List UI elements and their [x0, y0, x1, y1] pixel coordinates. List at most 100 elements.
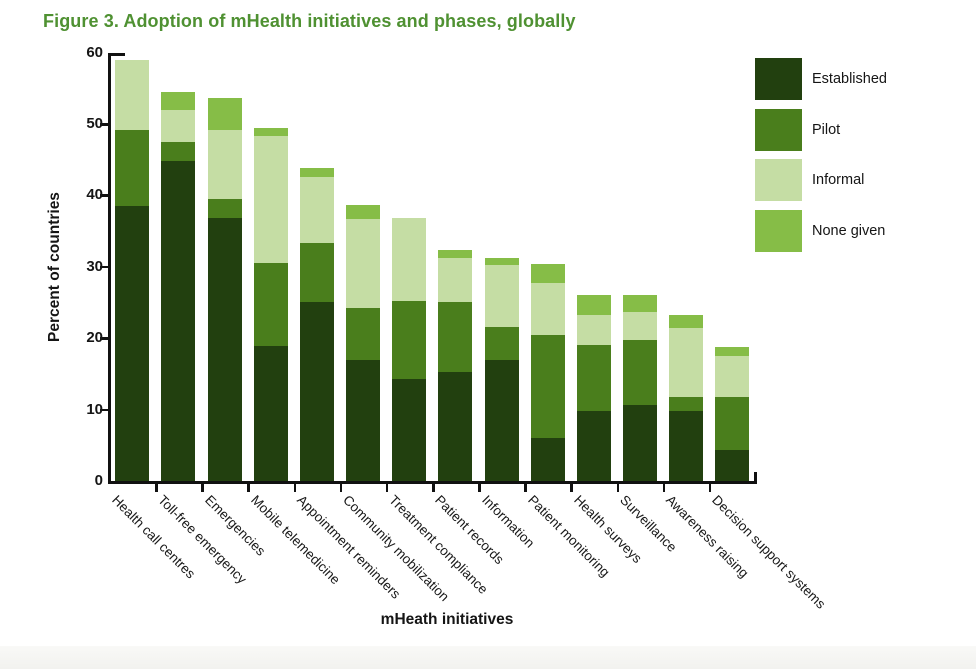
y-tick	[100, 408, 108, 412]
bar-segment-informal-patient-records	[438, 258, 473, 302]
x-tick	[247, 484, 250, 492]
x-tick	[524, 484, 527, 492]
category-label-patient-monitoring: Patient monitoring	[524, 492, 613, 580]
bar-segment-established-patient-monitoring	[530, 438, 565, 481]
x-tick	[385, 484, 389, 492]
y-tick-label: 50	[86, 115, 103, 132]
bar-segment-established-treatment-compliance	[392, 378, 427, 481]
bar-segment-none-given-appointment-reminders	[299, 168, 334, 177]
bar-segment-pilot-toll-free-emergency	[161, 141, 196, 162]
bar-segment-established-health-call-centres	[115, 206, 150, 481]
bar-segment-informal-treatment-compliance	[392, 218, 427, 302]
bar-segment-pilot-treatment-compliance	[392, 301, 427, 379]
bar-segment-none-given-patient-records	[438, 249, 473, 259]
bar-segment-pilot-emergencies	[207, 198, 242, 219]
x-tick	[708, 484, 712, 492]
bar-segment-informal-awareness-raising	[669, 328, 704, 397]
x-tick	[432, 484, 435, 492]
y-tick	[100, 123, 108, 126]
bar-segment-established-information	[484, 359, 519, 481]
bar-segment-informal-surveillance	[622, 311, 657, 340]
legend-swatch-none-given	[755, 210, 802, 253]
bar-segment-pilot-community-mobilization	[346, 308, 381, 360]
bar-segment-none-given-health-surveys	[576, 295, 611, 315]
x-tick	[155, 484, 158, 492]
bar-segment-established-surveillance	[622, 404, 657, 481]
bar-segment-pilot-surveillance	[622, 339, 657, 405]
legend-label-established: Established	[812, 71, 887, 87]
bar-segment-established-appointment-reminders	[299, 301, 334, 481]
legend-label-none-given: None given	[812, 223, 886, 240]
bar-segment-established-awareness-raising	[669, 411, 704, 481]
y-tick	[100, 194, 108, 197]
x-tick	[201, 484, 204, 492]
bar-segment-established-toll-free-emergency	[161, 161, 196, 481]
bar-segment-none-given-community-mobilization	[346, 204, 381, 219]
bar-segment-none-given-patient-monitoring	[530, 263, 565, 284]
x-tick	[570, 484, 573, 492]
legend-swatch-established	[755, 58, 802, 100]
bar-segment-established-health-surveys	[576, 411, 611, 481]
x-axis-line	[108, 481, 757, 484]
bar-segment-none-given-toll-free-emergency	[161, 91, 196, 110]
y-axis-title: Percent of countries	[46, 192, 63, 342]
bar-segment-informal-health-call-centres	[115, 59, 150, 130]
bar-segment-pilot-appointment-reminders	[299, 242, 334, 302]
bar-segment-none-given-mobile-telemedicine	[253, 127, 288, 137]
bar-segment-none-given-information	[484, 257, 519, 265]
x-axis-end-cap	[754, 472, 757, 481]
bar-segment-informal-decision-support-systems	[715, 356, 750, 398]
y-tick-label: 0	[94, 472, 103, 489]
bar-segment-pilot-health-surveys	[576, 345, 611, 412]
bar-segment-pilot-health-call-centres	[115, 129, 150, 207]
bar-segment-established-decision-support-systems	[715, 449, 750, 481]
bar-segment-established-emergencies	[207, 218, 242, 481]
y-tick-label: 30	[86, 257, 103, 275]
x-tick	[478, 484, 481, 492]
bar-segment-pilot-awareness-raising	[669, 396, 704, 411]
bar-segment-informal-information	[484, 264, 519, 327]
x-axis-title: mHeath initiatives	[380, 611, 514, 628]
bar-segment-informal-toll-free-emergency	[161, 109, 196, 142]
bar-segment-informal-appointment-reminders	[299, 176, 334, 243]
bar-segment-pilot-decision-support-systems	[715, 397, 750, 450]
category-label-awareness-raising: Awareness raising	[663, 492, 752, 581]
y-axis-top-cap	[110, 52, 125, 56]
y-tick	[100, 265, 108, 269]
y-tick-label: 40	[86, 186, 103, 204]
bar-segment-informal-community-mobilization	[346, 218, 381, 309]
bar-segment-established-mobile-telemedicine	[253, 346, 288, 481]
x-tick	[616, 484, 620, 492]
legend-swatch-informal	[755, 159, 802, 202]
bar-segment-established-community-mobilization	[346, 359, 381, 481]
bar-segment-informal-health-surveys	[576, 314, 611, 346]
bar-segment-pilot-information	[484, 326, 519, 360]
bar-segment-pilot-patient-monitoring	[530, 334, 565, 439]
category-label-toll-free-emergency: Toll-free emergency	[155, 492, 250, 587]
x-tick	[662, 484, 666, 492]
x-tick	[339, 484, 343, 492]
y-tick	[100, 337, 108, 340]
bar-segment-none-given-awareness-raising	[669, 314, 704, 329]
page-bottom-band	[0, 646, 976, 669]
bar-segment-informal-emergencies	[207, 129, 242, 199]
y-tick-label: 60	[86, 43, 103, 61]
legend-swatch-pilot	[755, 108, 802, 151]
legend-label-pilot: Pilot	[812, 121, 841, 138]
y-axis-line	[108, 52, 111, 484]
bar-segment-established-patient-records	[438, 372, 473, 481]
bar-segment-pilot-mobile-telemedicine	[253, 262, 288, 347]
figure-title: Figure 3. Adoption of mHealth initiative…	[43, 11, 576, 31]
bar-segment-none-given-decision-support-systems	[715, 347, 750, 357]
category-label-health-call-centres: Health call centres	[109, 492, 199, 582]
bar-segment-none-given-emergencies	[207, 97, 242, 130]
bar-segment-informal-patient-monitoring	[530, 283, 565, 335]
y-tick-label: 20	[86, 329, 103, 347]
bar-segment-none-given-surveillance	[622, 295, 657, 312]
y-tick-label: 10	[86, 400, 103, 418]
x-tick	[293, 484, 297, 492]
bar-segment-informal-mobile-telemedicine	[253, 136, 288, 263]
category-label-mobile-telemedicine: Mobile telemedicine	[247, 492, 343, 588]
legend-label-informal: Informal	[812, 172, 865, 189]
